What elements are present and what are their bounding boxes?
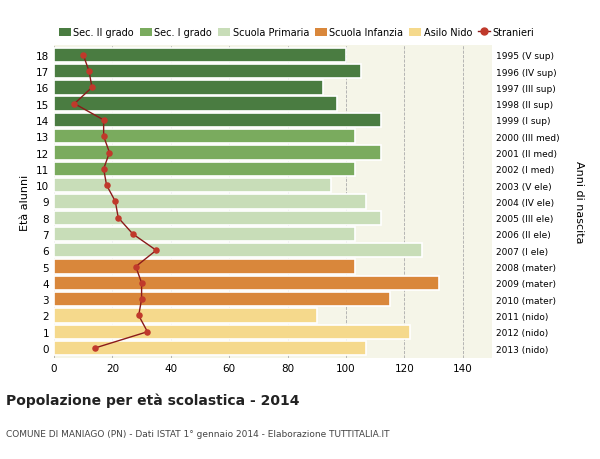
Bar <box>54 81 323 95</box>
Point <box>99 166 109 173</box>
Point <box>143 328 152 336</box>
Text: Popolazione per età scolastica - 2014: Popolazione per età scolastica - 2014 <box>6 392 299 407</box>
Bar <box>54 49 346 63</box>
Point <box>70 101 79 108</box>
Point <box>137 280 146 287</box>
Bar <box>54 146 381 160</box>
Point <box>113 214 123 222</box>
Point <box>99 117 109 124</box>
Bar <box>54 97 337 112</box>
Point <box>102 182 112 190</box>
Bar <box>54 292 390 307</box>
Bar <box>54 308 317 323</box>
Legend: Sec. II grado, Sec. I grado, Scuola Primaria, Scuola Infanzia, Asilo Nido, Stran: Sec. II grado, Sec. I grado, Scuola Prim… <box>59 28 535 38</box>
Point <box>90 345 100 352</box>
Bar <box>54 179 331 193</box>
Bar <box>54 65 361 79</box>
Point <box>104 150 114 157</box>
Point <box>137 296 146 303</box>
Bar <box>54 244 422 258</box>
Point <box>128 231 137 238</box>
Point <box>87 84 97 92</box>
Bar <box>54 341 367 355</box>
Text: COMUNE DI MANIAGO (PN) - Dati ISTAT 1° gennaio 2014 - Elaborazione TUTTITALIA.IT: COMUNE DI MANIAGO (PN) - Dati ISTAT 1° g… <box>6 429 389 438</box>
Bar <box>54 211 381 225</box>
Point <box>110 198 120 206</box>
Bar <box>54 130 355 144</box>
Point <box>151 247 161 254</box>
Bar <box>54 276 439 291</box>
Bar <box>54 162 355 177</box>
Bar <box>54 227 355 241</box>
Bar <box>54 113 381 128</box>
Y-axis label: Età alunni: Età alunni <box>20 174 31 230</box>
Point <box>134 312 143 319</box>
Bar <box>54 260 355 274</box>
Bar <box>54 325 410 339</box>
Point <box>79 52 88 59</box>
Point <box>99 133 109 140</box>
Point <box>131 263 140 271</box>
Bar <box>54 195 367 209</box>
Y-axis label: Anni di nascita: Anni di nascita <box>574 161 584 243</box>
Point <box>84 68 94 76</box>
